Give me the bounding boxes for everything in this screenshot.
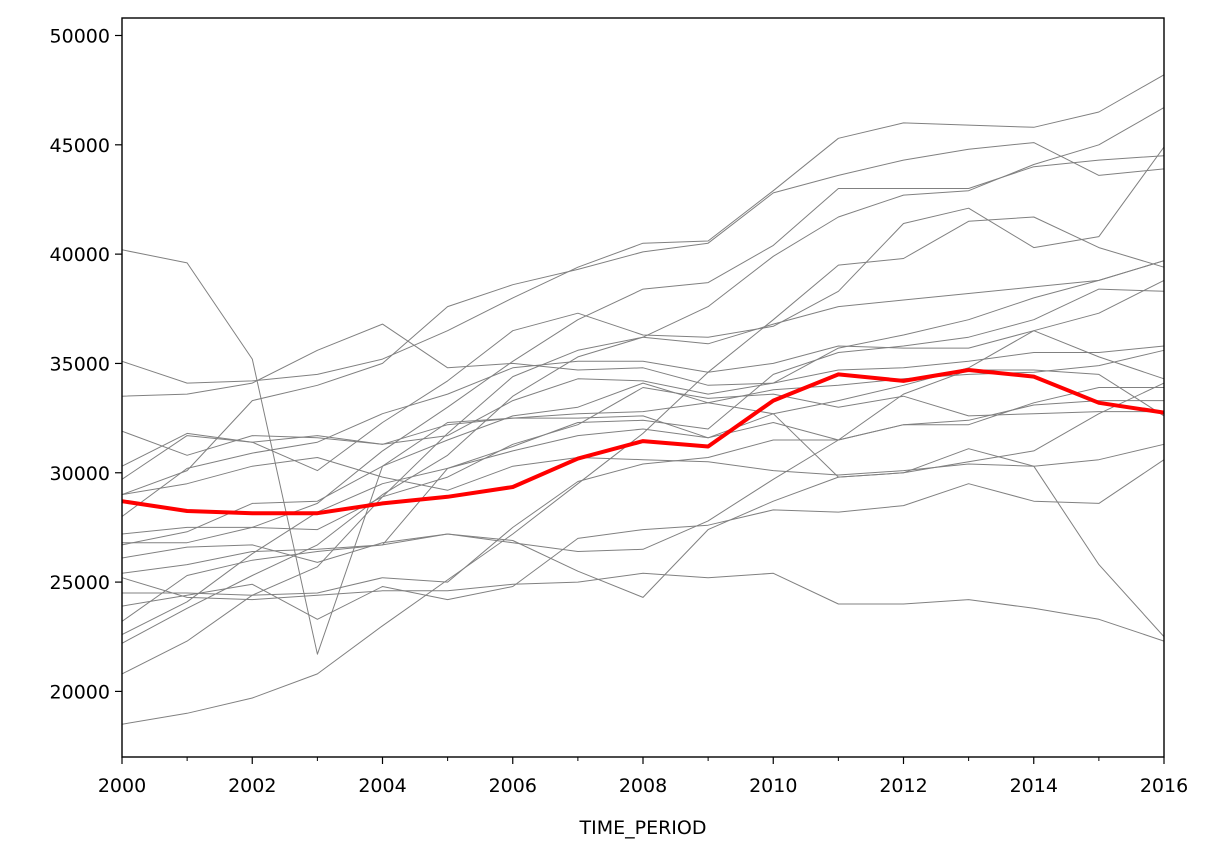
series-line-15 bbox=[121, 459, 1165, 620]
series-line-18 bbox=[121, 260, 1165, 644]
x-tick-label: 2014 bbox=[1010, 775, 1058, 797]
y-tick-label: 40000 bbox=[50, 244, 110, 266]
series-line-4 bbox=[121, 279, 1165, 456]
series-line-22 bbox=[121, 443, 1165, 496]
series-line-20 bbox=[121, 216, 1165, 725]
x-tick-label: 2006 bbox=[489, 775, 537, 797]
series-line-13 bbox=[121, 572, 1165, 642]
y-tick-label: 25000 bbox=[50, 572, 110, 594]
x-tick-label: 2004 bbox=[358, 775, 406, 797]
y-axis: 20000 25000 30000 35000 40000 45000 50000 bbox=[50, 25, 122, 703]
y-tick-label: 50000 bbox=[50, 25, 110, 47]
series-line-14 bbox=[122, 400, 1164, 596]
x-axis-label: TIME_PERIOD bbox=[579, 817, 707, 839]
series-line-5 bbox=[121, 345, 1165, 467]
series-line-12 bbox=[121, 382, 1165, 598]
series-line-11 bbox=[121, 369, 1165, 563]
series-line-6 bbox=[121, 146, 1165, 480]
series-line-3 bbox=[121, 260, 1165, 397]
x-tick-label: 2002 bbox=[228, 775, 276, 797]
x-axis: 2000 2002 2004 2006 2008 2010 2012 2014 2016 bbox=[98, 757, 1188, 797]
series-line-17 bbox=[121, 288, 1165, 636]
x-tick-label: 2008 bbox=[619, 775, 667, 797]
y-tick-label: 45000 bbox=[50, 135, 110, 157]
series-layer bbox=[121, 74, 1165, 725]
mean-series-line bbox=[121, 368, 1165, 516]
series-line-8 bbox=[121, 330, 1165, 517]
series-line-1 bbox=[121, 249, 1165, 655]
x-tick-label: 2000 bbox=[98, 775, 146, 797]
series-line-7 bbox=[121, 142, 1165, 496]
series-line-2 bbox=[121, 74, 1165, 384]
x-tick-label: 2010 bbox=[749, 775, 797, 797]
series-line-16 bbox=[121, 387, 1164, 622]
mean-series-layer bbox=[121, 368, 1165, 516]
y-tick-label: 35000 bbox=[50, 353, 110, 375]
y-tick-label: 30000 bbox=[50, 463, 110, 485]
y-tick-label: 20000 bbox=[50, 681, 110, 703]
series-line-19 bbox=[121, 107, 1165, 675]
x-tick-label: 2016 bbox=[1140, 775, 1188, 797]
x-tick-label: 2012 bbox=[879, 775, 927, 797]
series-line-21 bbox=[121, 382, 1165, 638]
